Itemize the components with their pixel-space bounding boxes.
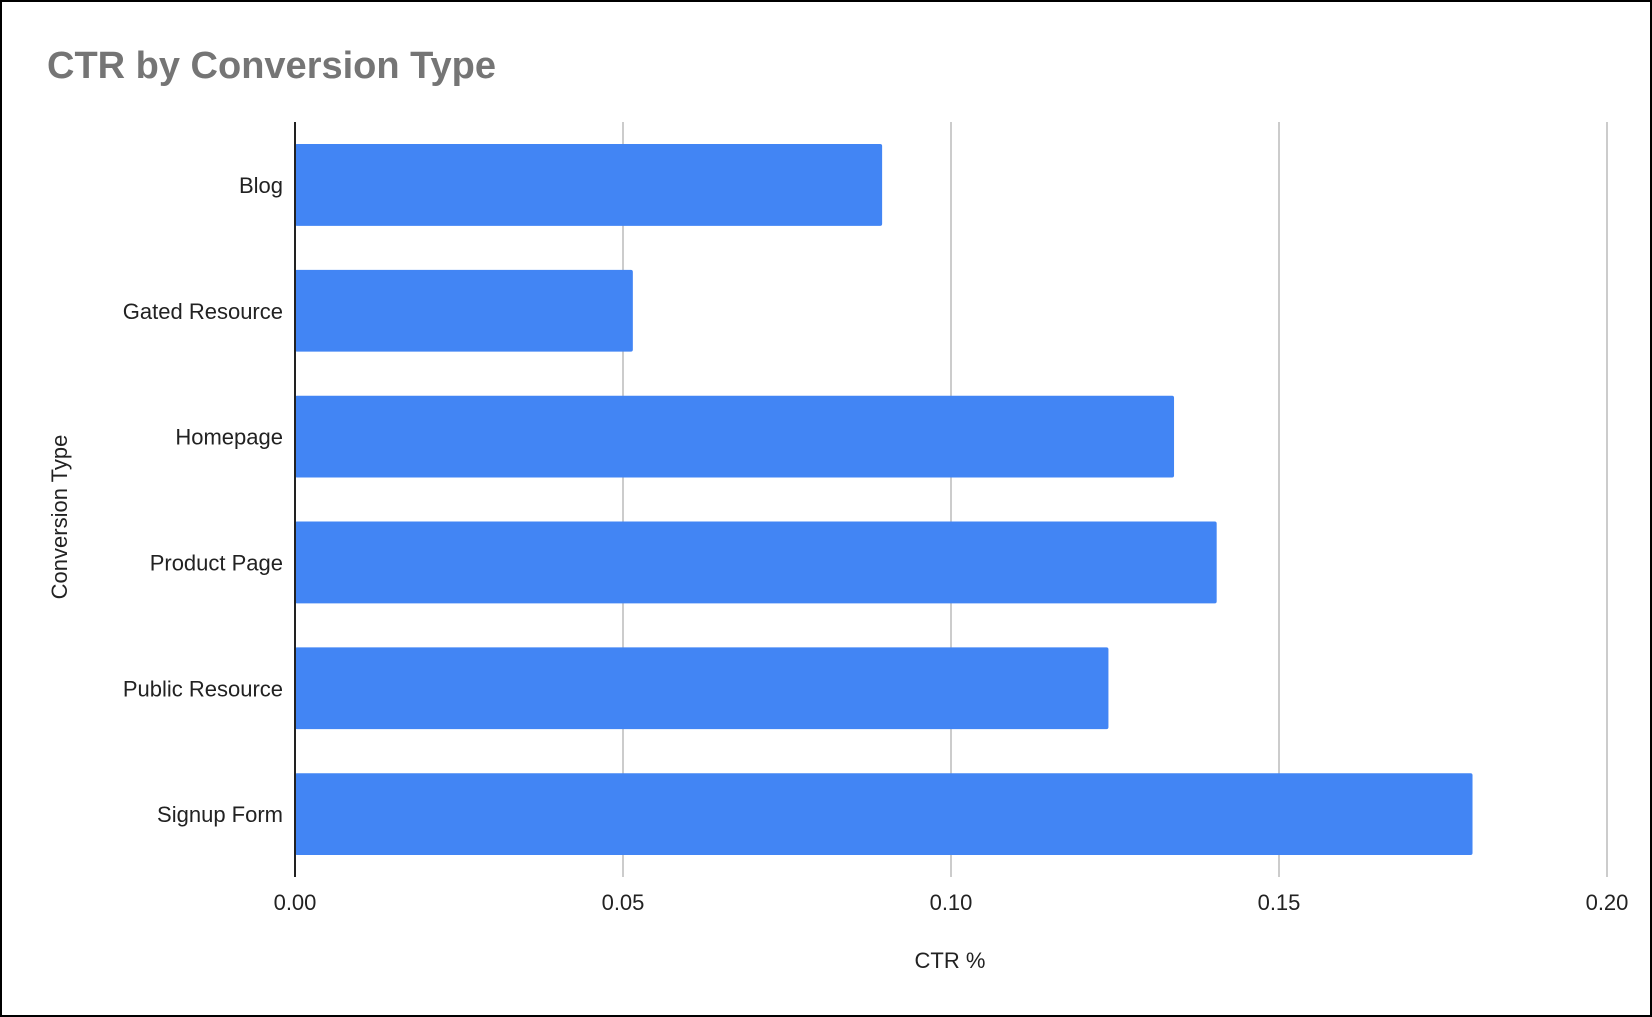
x-tick-label: 0.00 — [274, 890, 317, 915]
category-label: Homepage — [175, 425, 283, 450]
chart-title: CTR by Conversion Type — [47, 45, 496, 87]
bar — [295, 521, 1217, 604]
gridlines — [622, 122, 1608, 877]
x-tick-label: 0.20 — [1586, 890, 1629, 915]
y-axis-title: Conversion Type — [47, 435, 72, 600]
x-tick-label: 0.05 — [602, 890, 645, 915]
bars — [295, 144, 1473, 855]
category-label: Signup Form — [157, 802, 283, 827]
x-tick-label: 0.15 — [1258, 890, 1301, 915]
category-label: Blog — [239, 173, 283, 198]
x-axis-title: CTR % — [915, 948, 986, 973]
x-tick-label: 0.10 — [930, 890, 973, 915]
category-label: Gated Resource — [123, 299, 283, 324]
category-labels: Blog Gated Resource Homepage Product Page Pu… — [123, 173, 283, 827]
category-label: Public Resource — [123, 676, 283, 701]
x-tick-labels: 0.00 0.05 0.10 0.15 0.20 — [274, 890, 1629, 915]
bar — [295, 773, 1473, 855]
bar — [295, 395, 1175, 478]
bar — [295, 647, 1109, 730]
category-label: Product Page — [150, 550, 283, 575]
bar — [295, 144, 883, 226]
bar — [295, 269, 633, 352]
